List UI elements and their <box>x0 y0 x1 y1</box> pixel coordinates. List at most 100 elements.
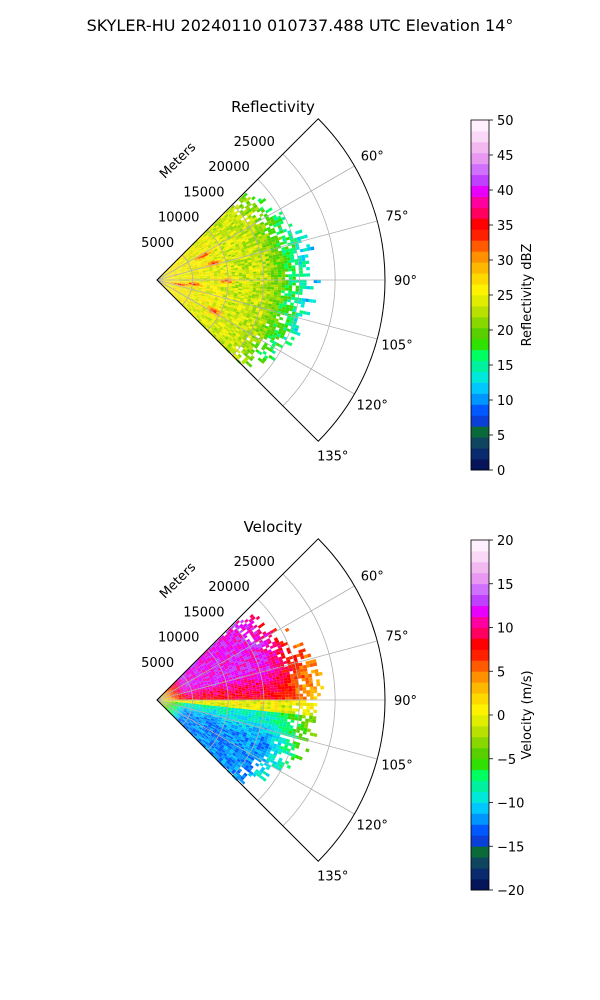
data-cell <box>183 268 188 271</box>
data-cell <box>267 649 272 653</box>
data-cell <box>206 325 210 329</box>
data-cell <box>228 337 233 342</box>
data-cell <box>235 704 239 707</box>
data-cell <box>167 702 171 704</box>
data-cell <box>242 696 246 699</box>
data-cell <box>164 700 168 701</box>
data-cell <box>202 238 207 242</box>
data-cell <box>306 266 310 271</box>
data-cell <box>271 672 276 676</box>
data-cell <box>253 216 258 221</box>
data-cell <box>235 255 240 258</box>
data-cell <box>253 662 258 666</box>
data-cell <box>241 712 246 715</box>
data-cell <box>226 661 231 665</box>
data-cell <box>263 270 268 274</box>
data-cell <box>232 230 237 234</box>
data-cell <box>302 264 307 268</box>
data-cell <box>192 275 196 277</box>
data-cell <box>305 260 310 265</box>
data-cell <box>244 618 249 623</box>
data-cell <box>164 697 168 699</box>
data-cell <box>175 291 179 294</box>
data-cell <box>192 295 197 298</box>
data-cell <box>228 704 232 707</box>
data-cell <box>183 269 188 272</box>
data-cell <box>210 704 214 706</box>
data-cell <box>167 700 172 701</box>
data-cell <box>197 237 202 241</box>
data-cell <box>220 289 224 292</box>
data-cell <box>228 658 233 662</box>
data-cell <box>218 655 223 659</box>
data-cell <box>203 317 208 321</box>
data-cell <box>272 677 277 681</box>
data-cell <box>214 261 219 264</box>
data-cell <box>214 258 218 262</box>
data-cell <box>227 288 232 291</box>
data-cell <box>210 260 215 263</box>
data-cell <box>233 262 238 266</box>
data-cell <box>286 257 291 261</box>
data-cell <box>275 253 280 258</box>
data-cell <box>201 236 205 240</box>
data-cell <box>183 254 188 258</box>
data-cell <box>277 266 282 270</box>
data-cell <box>190 265 194 268</box>
data-cell <box>170 291 174 294</box>
data-cell <box>235 620 240 625</box>
data-cell <box>189 300 194 304</box>
data-cell <box>166 284 170 287</box>
data-cell <box>249 251 253 254</box>
data-cell <box>263 251 268 255</box>
data-cell <box>159 282 163 285</box>
data-cell <box>165 285 169 289</box>
data-cell <box>261 643 266 648</box>
data-cell <box>267 220 272 225</box>
data-cell <box>256 284 261 287</box>
data-cell <box>166 273 170 276</box>
data-cell <box>285 691 289 695</box>
data-cell <box>227 657 232 661</box>
data-cell <box>228 696 232 699</box>
data-cell <box>223 265 227 268</box>
data-cell <box>163 282 167 285</box>
data-cell <box>266 665 271 670</box>
data-cell <box>164 690 168 693</box>
data-cell <box>199 680 204 683</box>
data-cell <box>181 695 186 697</box>
data-cell <box>258 262 263 265</box>
data-cell <box>245 324 250 328</box>
data-cell <box>213 271 218 273</box>
data-cell <box>223 333 227 337</box>
data-cell <box>188 274 193 276</box>
data-cell <box>224 287 228 289</box>
data-cell <box>181 693 185 695</box>
data-cell <box>215 713 220 716</box>
data-cell <box>190 267 195 269</box>
data-cell <box>180 255 184 259</box>
data-cell <box>164 280 168 282</box>
data-cell <box>238 220 243 225</box>
data-cell <box>210 680 215 683</box>
data-cell <box>251 259 255 262</box>
data-cell <box>163 282 167 284</box>
data-cell <box>259 728 264 732</box>
data-cell <box>249 287 253 290</box>
data-cell <box>163 695 167 698</box>
data-cell <box>242 276 246 279</box>
data-cell <box>294 714 299 718</box>
data-cell <box>213 288 217 290</box>
data-cell <box>187 709 192 711</box>
data-cell <box>210 275 214 277</box>
data-cell <box>249 644 254 649</box>
data-cell <box>285 282 289 286</box>
data-cell <box>228 319 232 323</box>
data-cell <box>184 255 189 259</box>
data-cell <box>180 691 185 694</box>
data-cell <box>160 697 164 699</box>
data-cell <box>227 304 232 308</box>
data-cell <box>221 240 226 244</box>
data-cell <box>242 348 247 353</box>
data-cell <box>306 709 310 713</box>
